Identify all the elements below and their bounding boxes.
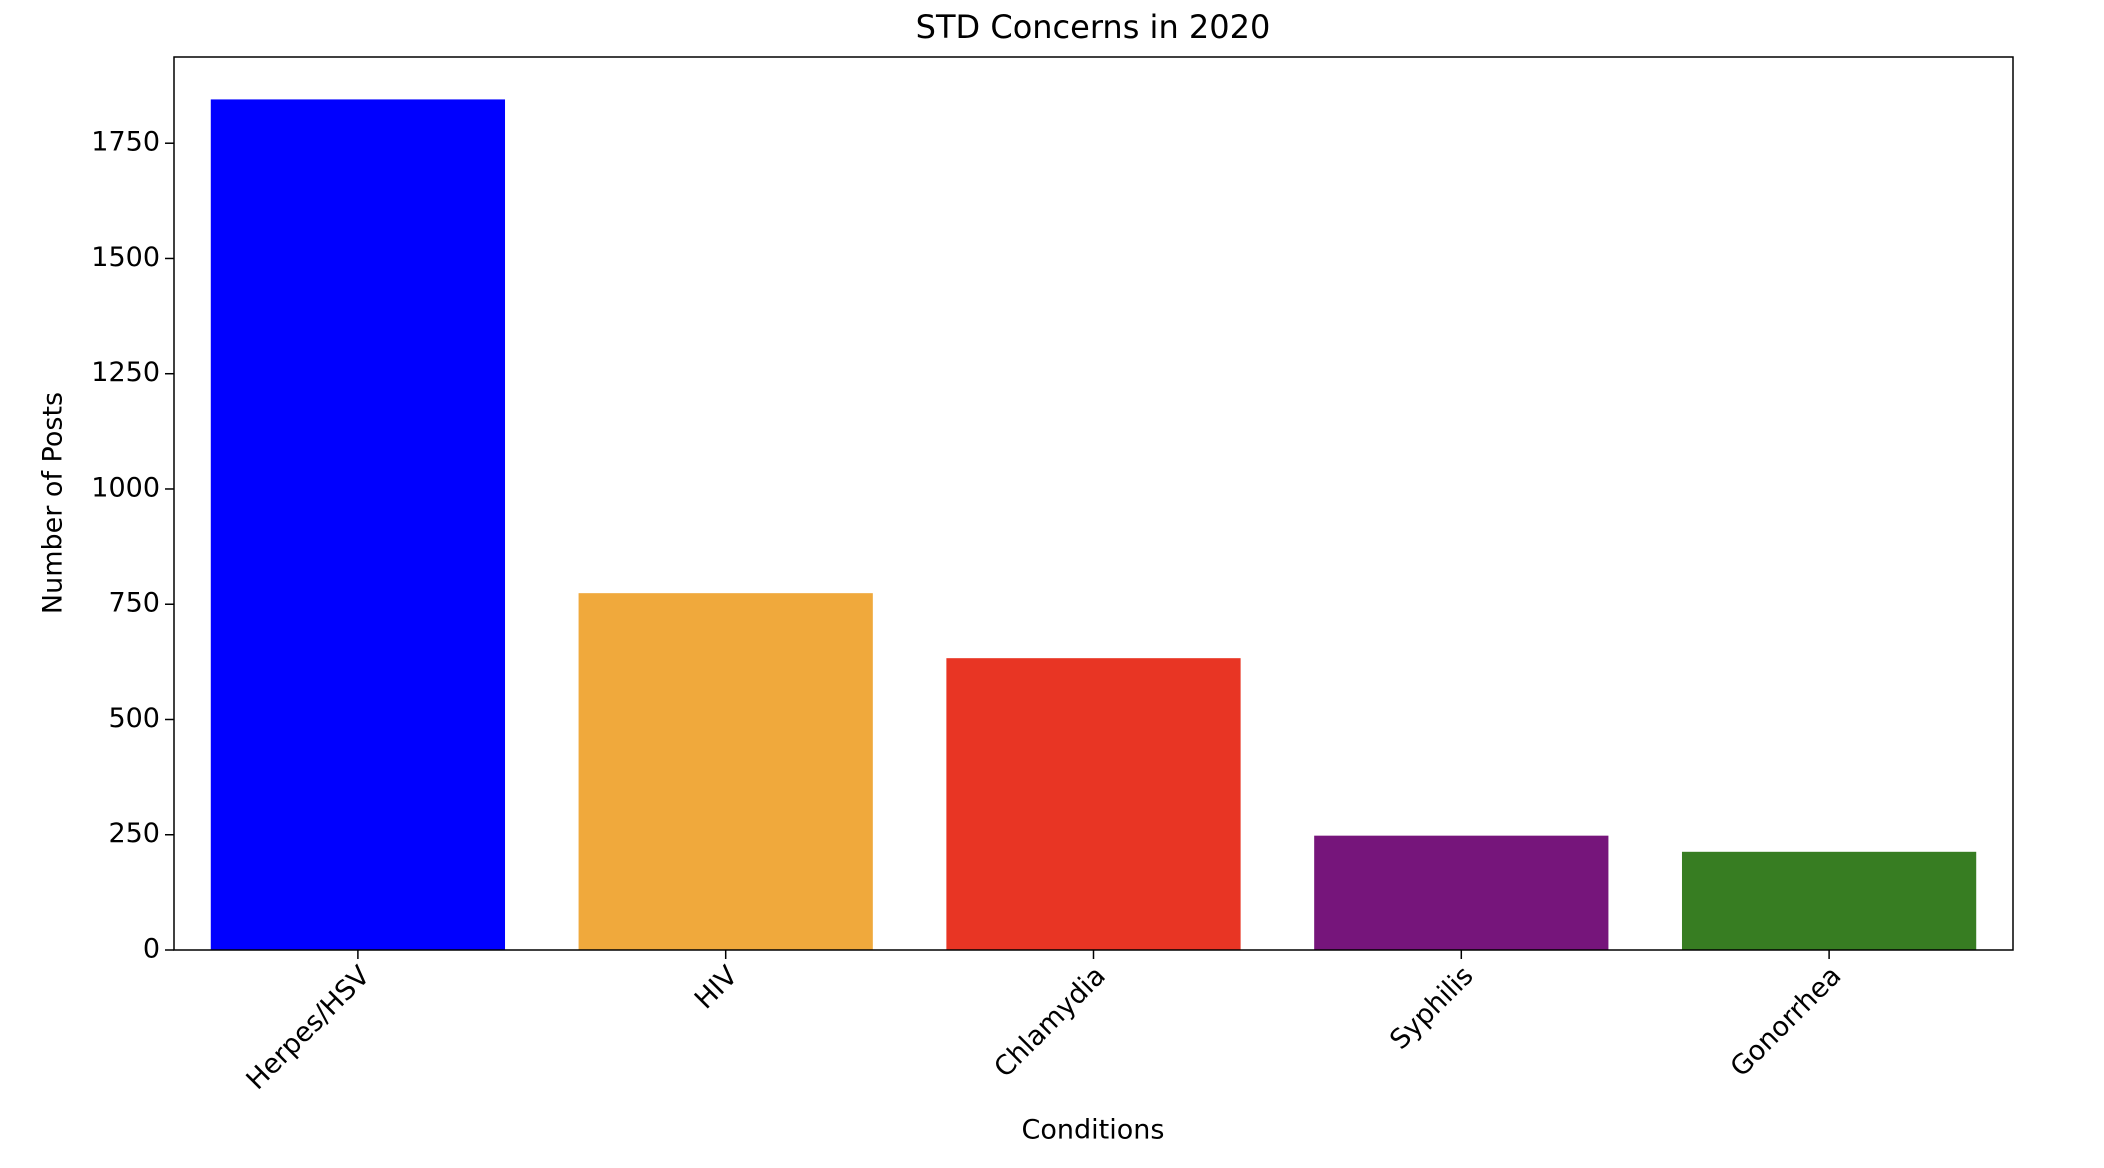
x-tick-label: Chlamydia xyxy=(988,960,1111,1083)
x-axis-label: Conditions xyxy=(1022,1115,1165,1146)
plot-frame xyxy=(173,56,2014,951)
y-tick-label: 250 xyxy=(108,818,160,849)
y-axis-label: Number of Posts xyxy=(38,392,69,614)
y-tick-label: 1000 xyxy=(91,472,160,503)
y-tick-label: 750 xyxy=(108,588,160,619)
x-tick-label: Gonorrhea xyxy=(1725,960,1848,1083)
x-tick-label: Herpes/HSV xyxy=(240,960,376,1096)
y-tick-label: 1250 xyxy=(91,357,160,388)
bar xyxy=(946,658,1241,950)
bar xyxy=(1314,835,1609,950)
bar xyxy=(210,99,506,950)
bar xyxy=(578,593,873,950)
y-tick-label: 1750 xyxy=(91,127,160,158)
chart-title: STD Concerns in 2020 xyxy=(916,8,1271,46)
y-tick-label: 500 xyxy=(108,703,160,734)
x-tick-label: Syphilis xyxy=(1384,960,1479,1055)
y-tick-label: 1500 xyxy=(91,242,160,273)
y-tick-label: 0 xyxy=(143,934,160,965)
bar xyxy=(1681,851,1977,950)
x-tick-label: HIV xyxy=(689,960,744,1015)
